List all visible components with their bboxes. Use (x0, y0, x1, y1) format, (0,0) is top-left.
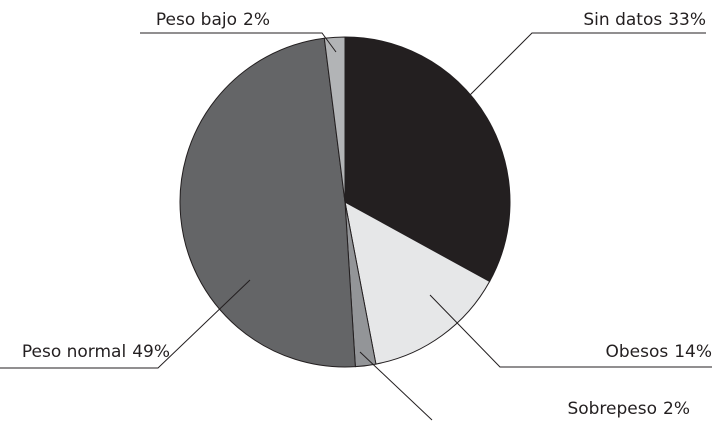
leader-line (140, 32, 337, 53)
slice-name: Peso normal (22, 342, 126, 362)
leader-line (0, 279, 251, 369)
leader-line (359, 351, 433, 421)
pie-slice (344, 36, 511, 283)
slice-name: Sobrepeso (567, 399, 657, 419)
slice-value: 14% (674, 342, 712, 362)
pie-slice (323, 36, 346, 203)
slice-name: Sin datos (583, 10, 662, 30)
leader-line (429, 294, 712, 368)
slice-label: Sin datos 33% (583, 10, 706, 30)
slice-name: Obesos (605, 342, 668, 362)
leader-lines (0, 32, 712, 421)
slice-value: 2% (663, 399, 690, 419)
leader-line (469, 32, 706, 96)
slice-label: Sobrepeso 2% (567, 399, 690, 419)
slice-label: Obesos 14% (605, 342, 712, 362)
pie-slice (179, 37, 356, 368)
slice-value: 33% (668, 10, 706, 30)
slice-label: Peso bajo 2% (156, 10, 270, 30)
slice-value: 49% (132, 342, 170, 362)
slice-name: Peso bajo (156, 10, 237, 30)
pie-slice (344, 201, 491, 365)
slice-label: Peso normal 49% (22, 342, 170, 362)
slice-value: 2% (243, 10, 270, 30)
